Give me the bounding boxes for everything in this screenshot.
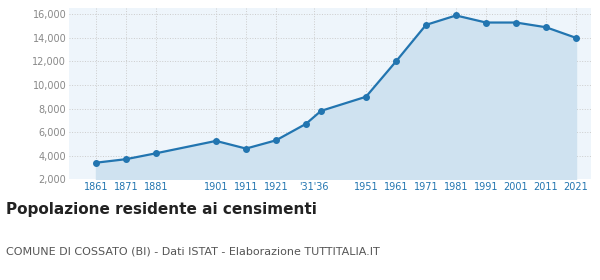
Text: COMUNE DI COSSATO (BI) - Dati ISTAT - Elaborazione TUTTITALIA.IT: COMUNE DI COSSATO (BI) - Dati ISTAT - El… xyxy=(6,246,380,256)
Text: Popolazione residente ai censimenti: Popolazione residente ai censimenti xyxy=(6,202,317,217)
